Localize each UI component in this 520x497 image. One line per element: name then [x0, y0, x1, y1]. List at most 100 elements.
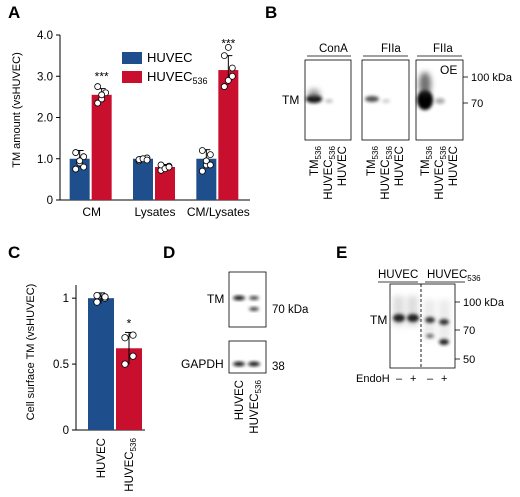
chart-a-point [228, 72, 236, 80]
blot-b-lane-label: HUVEC536 [323, 145, 337, 199]
band [365, 96, 379, 102]
blot-e-row-label: TM [370, 313, 387, 327]
chart-a-point [224, 43, 232, 51]
chart-c-point [101, 293, 109, 301]
blot-e-sign-3: – [427, 373, 434, 385]
chart-a-point [198, 167, 206, 175]
chart-c-point [129, 331, 137, 339]
legend-label-huvec536: HUVEC536 [147, 69, 208, 86]
legend-label-huvec: HUVEC [147, 50, 193, 65]
band [393, 314, 405, 322]
blot-b-lane-label: HUVEC536 [434, 145, 448, 199]
chart-c-xtick-label: HUVEC [96, 438, 108, 478]
blot-b-lane-label: HUVEC [448, 146, 460, 186]
chart-c-bar [88, 298, 114, 430]
chart-a: TM amount (vsHUVEC) 0 1.0 2.0 3.0 4.0 CM *** Ly… [11, 30, 250, 219]
band [249, 296, 259, 300]
panel-label-c: C [8, 243, 20, 262]
band [417, 90, 433, 110]
chart-c-point [93, 291, 101, 300]
blot-e-treatment: EndoH [356, 373, 390, 385]
band [325, 99, 333, 103]
blot-b-lane-label: TM536 [420, 145, 434, 176]
blot-b-lane-label: TM536 [366, 145, 380, 176]
blot-b-oe-label: OE [440, 63, 457, 77]
chart-a-point [98, 91, 106, 99]
band [248, 361, 260, 367]
legend-swatch-huvec536 [122, 71, 142, 83]
chart-c-xtick-label: HUVEC536 [124, 437, 138, 491]
chart-a-point [224, 76, 232, 84]
panel-d: TM 70 kDa GAPDH 38 HUVEC HUVEC536 [181, 271, 309, 434]
chart-a-point [202, 157, 210, 165]
panel-label-b: B [265, 3, 277, 22]
chart-a-bar [133, 158, 153, 200]
blot-e-sign-2: + [410, 373, 416, 385]
band [439, 339, 449, 345]
chart-a-significance: *** [221, 37, 235, 51]
band [435, 98, 445, 104]
chart-a-bar [218, 70, 239, 200]
chart-c-ytick-label: 0.5 [53, 359, 69, 371]
chart-a-point [220, 52, 228, 60]
band [233, 295, 245, 301]
band-smear [308, 89, 320, 99]
chart-a-point [94, 83, 102, 90]
blot-e-sign-1: – [396, 373, 403, 385]
chart-a-point [206, 151, 214, 159]
chart-a-point [72, 165, 80, 173]
band [249, 307, 259, 311]
chart-a-point [165, 163, 173, 171]
chart-a-ylabel: TM amount (vsHUVEC) [11, 52, 23, 168]
blot-b-row-label: TM [282, 93, 299, 107]
blot-b-lane-label: HUVEC [337, 146, 349, 186]
chart-c-ylabel: Cell surface TM (vsHUVEC) [25, 284, 37, 421]
chart-a-ytick-label: 4.0 [37, 30, 53, 42]
chart-a-point [143, 156, 151, 164]
chart-a-xtick-label: Lysates [135, 205, 176, 219]
blot-d-row-gapdh: GAPDH [181, 357, 224, 371]
blot-b-group-2: FIIa [381, 43, 401, 55]
chart-a-point [80, 153, 88, 161]
chart-a-bar [91, 94, 112, 200]
band [425, 317, 435, 323]
blot-e-header-huvec536: HUVEC536 [427, 269, 481, 283]
blot-b-lane-label: TM536 [309, 145, 323, 176]
band [407, 314, 419, 322]
blot-e-mw-70: 70 [463, 325, 475, 337]
legend-label-sub: 536 [193, 76, 208, 86]
chart-a-significance: *** [95, 70, 109, 84]
blot-e-mw-100: 100 kDa [463, 297, 505, 309]
blot-b-group-1: ConA [319, 43, 348, 55]
chart-c-point [121, 360, 129, 368]
blot-b-mw-70: 70 [471, 98, 483, 110]
panel-label-d: D [163, 243, 175, 262]
chart-c-ytick-label: 1 [63, 293, 69, 305]
blot-d-lane-label: HUVEC536 [249, 379, 263, 433]
chart-a-point [228, 64, 236, 72]
chart-c-point [121, 334, 129, 342]
chart-a-xtick-label: CM [82, 205, 101, 219]
chart-a-bar [155, 167, 175, 200]
panel-e: HUVEC HUVEC536 TM 100 kDa 70 50 EndoH – … [356, 269, 505, 385]
blot-d-lane-labels: HUVEC HUVEC536 [234, 379, 263, 433]
blot-d-strip-gapdh [228, 340, 267, 374]
blot-d-lane-label: HUVEC [234, 380, 246, 420]
chart-a-ytick-label: 2.0 [37, 113, 53, 125]
chart-a-point [220, 83, 228, 90]
chart-c-ytick-label: 0 [63, 425, 69, 437]
blot-b-lane-label: HUVEC [394, 146, 406, 186]
blot-d-mw-38: 38 [272, 361, 285, 373]
chart-a-legend: HUVEC HUVEC536 [122, 50, 208, 86]
chart-a-point [80, 163, 88, 171]
blot-b-group-3: FIIa [433, 43, 453, 55]
blot-d-mw-70: 70 kDa [272, 304, 309, 316]
chart-c: Cell surface TM (vsHUVEC) 0 0.5 1 HUVEC * HUV… [25, 284, 145, 492]
chart-a-point [72, 149, 80, 156]
band [439, 319, 449, 325]
chart-a-ytick-label: 1.0 [37, 154, 53, 166]
chart-c-significance: * [127, 316, 132, 330]
chart-a-point [206, 161, 214, 169]
